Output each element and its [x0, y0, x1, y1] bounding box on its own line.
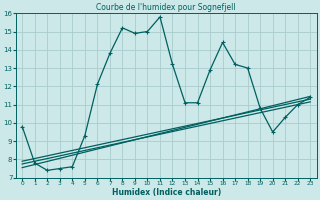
X-axis label: Humidex (Indice chaleur): Humidex (Indice chaleur)	[112, 188, 221, 197]
Title: Courbe de l'humidex pour Sognefjell: Courbe de l'humidex pour Sognefjell	[96, 3, 236, 12]
